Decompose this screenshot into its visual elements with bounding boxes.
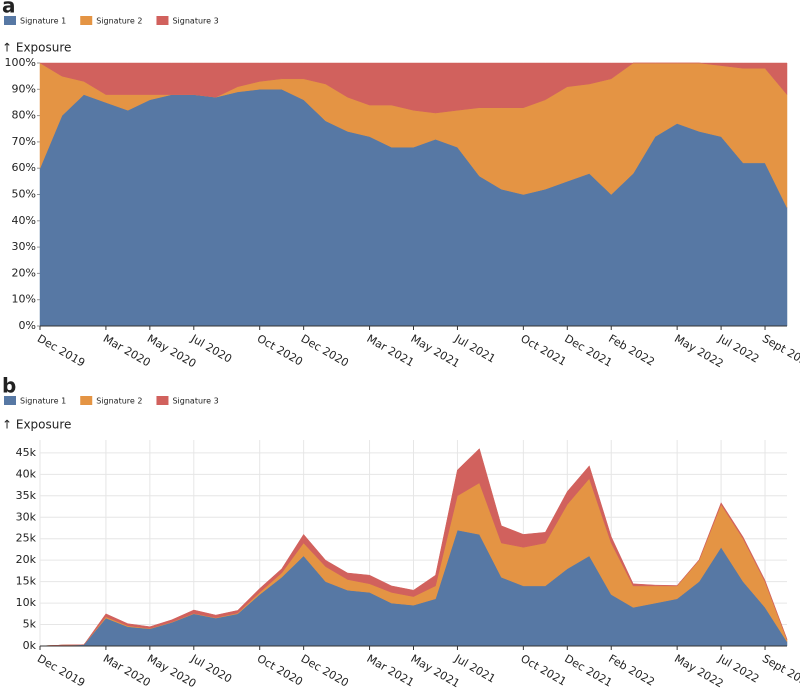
y-tick-label: 0% — [19, 319, 36, 332]
x-tick-label: Dec 2021 — [562, 332, 614, 370]
x-tick-label: Mar 2020 — [101, 652, 153, 688]
y-tick-label: 25k — [16, 532, 37, 545]
y-tick-label: 30% — [12, 240, 36, 253]
legend-swatch — [156, 16, 169, 25]
y-tick-label: 90% — [12, 82, 36, 95]
x-tick-label: Mar 2021 — [365, 652, 417, 688]
y-tick-label: 35k — [16, 489, 37, 502]
x-tick-label: Oct 2021 — [518, 652, 568, 688]
x-tick-label: Feb 2022 — [606, 332, 657, 369]
y-tick-label: 20% — [12, 266, 36, 279]
x-tick-label: Dec 2019 — [35, 652, 87, 688]
legend-swatch — [80, 16, 93, 25]
x-tick-label: Sept 2022 — [760, 652, 800, 688]
panel-label: a — [2, 0, 16, 18]
x-tick-label: Dec 2020 — [299, 332, 351, 370]
legend-label: Signature 2 — [96, 17, 142, 26]
y-tick-label: 100% — [5, 56, 36, 69]
x-tick-label: Dec 2020 — [299, 652, 351, 688]
legend-label: Signature 2 — [96, 397, 142, 406]
legend-swatch — [156, 396, 169, 405]
y-axis-label: ↑ Exposure — [2, 418, 71, 432]
y-tick-label: 0k — [23, 639, 37, 652]
y-tick-label: 50% — [12, 188, 36, 201]
x-tick-label: Mar 2020 — [101, 332, 153, 369]
legend-swatch — [80, 396, 93, 405]
x-tick-label: Dec 2019 — [35, 332, 87, 370]
y-tick-label: 15k — [16, 575, 37, 588]
x-tick-label: Feb 2022 — [606, 652, 657, 688]
y-axis-label: ↑ Exposure — [2, 41, 71, 55]
y-tick-label: 40% — [12, 214, 36, 227]
area — [39, 62, 788, 114]
y-tick-label: 20k — [16, 553, 37, 566]
legend-label: Signature 3 — [172, 397, 218, 406]
y-tick-label: 45k — [16, 446, 37, 459]
x-tick-label: May 2020 — [145, 652, 198, 688]
x-tick-label: May 2022 — [672, 332, 725, 370]
y-tick-label: 10% — [12, 293, 36, 306]
y-tick-label: 80% — [12, 109, 36, 122]
x-tick-label: May 2022 — [672, 652, 725, 688]
y-tick-label: 5k — [23, 618, 37, 631]
x-tick-label: Mar 2021 — [365, 332, 417, 369]
x-tick-label: May 2021 — [409, 332, 462, 370]
x-tick-label: May 2020 — [145, 332, 198, 370]
area — [39, 448, 788, 647]
legend-swatch — [4, 396, 16, 405]
legend-label: Signature 1 — [20, 17, 66, 26]
y-tick-label: 70% — [12, 135, 36, 148]
legend-swatch — [4, 16, 16, 25]
x-tick-label: Sept 2022 — [760, 332, 800, 372]
legend-label: Signature 1 — [20, 397, 66, 406]
x-tick-label: Dec 2021 — [562, 652, 614, 688]
y-tick-label: 40k — [16, 467, 37, 480]
x-tick-label: Oct 2020 — [255, 652, 305, 688]
x-tick-label: Oct 2020 — [255, 332, 305, 369]
x-tick-label: May 2021 — [409, 652, 462, 688]
panel-label: b — [2, 374, 16, 398]
y-tick-label: 60% — [12, 161, 36, 174]
y-tick-label: 30k — [16, 510, 37, 523]
y-tick-label: 10k — [16, 596, 37, 609]
legend-label: Signature 3 — [172, 17, 218, 26]
x-tick-label: Oct 2021 — [518, 332, 568, 369]
